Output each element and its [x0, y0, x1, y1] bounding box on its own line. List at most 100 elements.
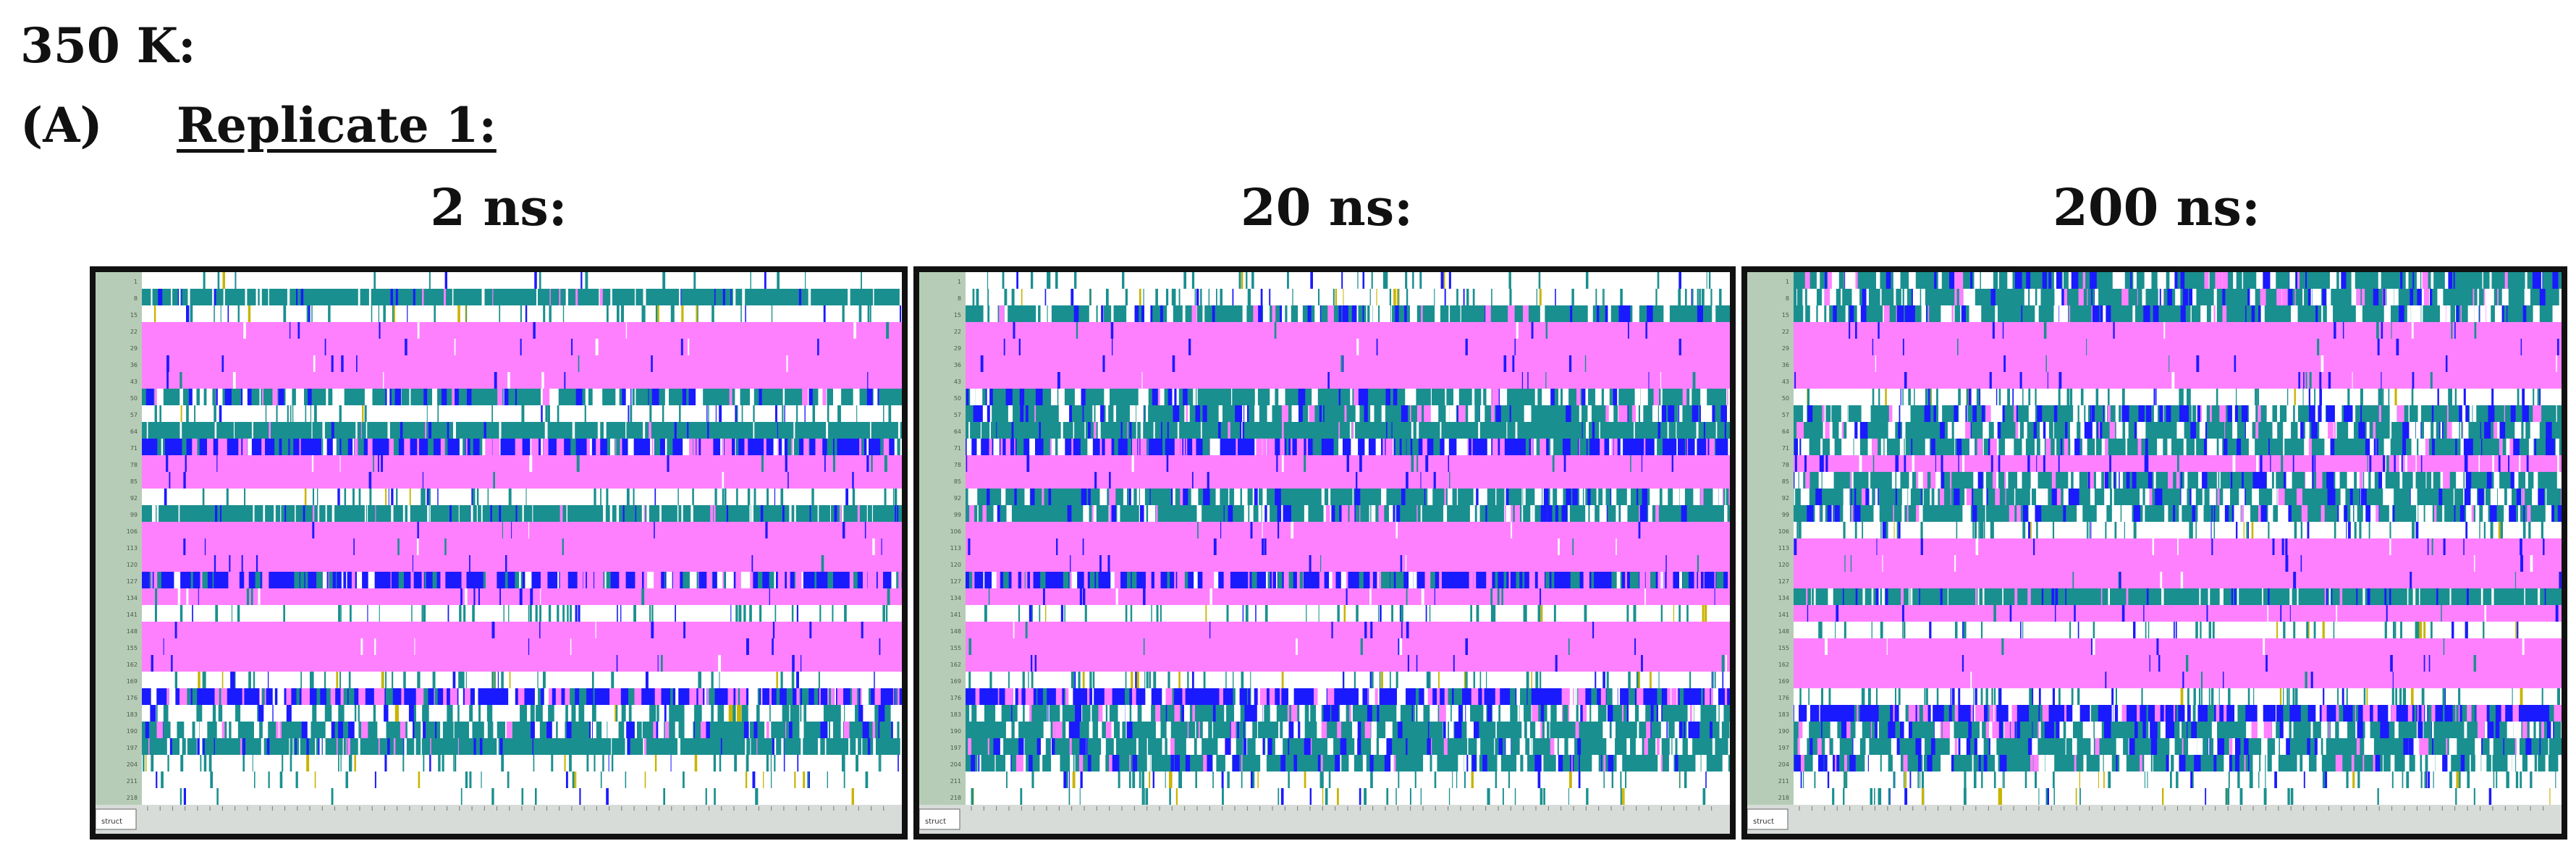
state-mark: [649, 405, 652, 423]
state-mark: [1526, 722, 1530, 739]
state-mark: [1895, 489, 1898, 506]
state-mark: [1417, 705, 1424, 722]
state-mark: [154, 605, 157, 622]
state-mark: [2454, 305, 2457, 323]
residue-tick-label: 92: [1782, 495, 1789, 502]
state-mark: [408, 705, 415, 722]
state-mark: [2184, 472, 2188, 489]
row-fill: [142, 322, 902, 339]
state-mark: [992, 305, 994, 323]
state-mark: [2300, 522, 2303, 539]
state-mark: [444, 439, 448, 456]
state-mark: [1128, 489, 1131, 506]
state-mark: [987, 489, 990, 506]
state-mark: [1516, 322, 1519, 339]
state-mark: [1174, 705, 1181, 722]
state-mark: [1024, 572, 1026, 589]
residue-row: [966, 489, 1730, 506]
state-mark: [815, 439, 821, 456]
state-mark: [2318, 289, 2321, 306]
state-mark: [2319, 422, 2323, 439]
state-mark: [832, 455, 836, 473]
state-mark: [311, 422, 313, 439]
state-mark: [338, 755, 339, 772]
state-mark: [1337, 788, 1339, 806]
row-fill: [966, 522, 1730, 539]
state-mark: [404, 439, 410, 456]
state-mark: [1070, 572, 1078, 589]
state-mark: [777, 272, 780, 289]
state-mark: [805, 272, 806, 289]
state-mark: [861, 688, 869, 706]
state-mark: [801, 738, 803, 756]
state-mark: [309, 672, 313, 689]
state-mark: [338, 389, 345, 406]
state-mark: [174, 622, 177, 639]
residue-row: [1794, 489, 2562, 506]
state-mark: [1139, 505, 1144, 523]
state-mark: [279, 771, 282, 789]
state-mark: [1469, 505, 1475, 523]
state-mark: [283, 605, 285, 622]
state-mark: [1017, 705, 1023, 722]
state-mark: [1136, 422, 1138, 439]
state-mark: [817, 738, 821, 756]
state-mark: [975, 389, 977, 406]
state-mark: [2034, 505, 2042, 523]
state-mark: [688, 389, 696, 406]
state-mark: [465, 771, 468, 789]
state-mark: [315, 738, 316, 756]
state-mark: [1338, 439, 1343, 456]
state-mark: [770, 755, 772, 772]
state-mark: [1713, 489, 1719, 506]
state-mark: [1684, 439, 1686, 456]
state-mark: [1982, 588, 1985, 606]
state-mark: [2231, 588, 2234, 606]
state-mark: [1662, 489, 1668, 506]
state-mark: [452, 289, 454, 306]
state-mark: [2188, 389, 2191, 406]
state-mark: [2451, 322, 2453, 339]
state-mark: [575, 771, 577, 789]
state-mark: [1920, 538, 1923, 556]
state-mark: [2189, 289, 2193, 306]
state-mark: [2532, 489, 2539, 506]
state-mark: [1701, 289, 1705, 306]
state-mark: [777, 572, 785, 589]
state-mark: [2086, 522, 2088, 539]
state-mark: [2173, 505, 2176, 523]
state-mark: [354, 755, 356, 772]
state-mark: [458, 688, 463, 706]
state-mark: [1243, 722, 1245, 739]
state-mark: [1844, 555, 1846, 572]
state-mark: [414, 738, 416, 756]
residue-tick-label: 92: [954, 495, 961, 502]
state-mark: [331, 422, 334, 439]
state-mark: [1089, 722, 1093, 739]
state-mark: [1398, 722, 1403, 739]
state-mark: [774, 405, 777, 423]
state-mark: [1041, 738, 1044, 756]
state-mark: [2305, 472, 2311, 489]
state-mark: [1876, 272, 1880, 289]
state-mark: [1278, 722, 1280, 739]
state-mark: [180, 605, 183, 622]
state-mark: [1540, 505, 1546, 523]
state-mark: [1440, 272, 1444, 289]
state-mark: [1625, 771, 1627, 789]
state-mark: [2545, 505, 2552, 523]
state-mark: [970, 389, 976, 406]
state-mark: [1655, 289, 1657, 306]
state-mark: [774, 738, 777, 756]
state-mark: [314, 771, 316, 789]
state-mark: [151, 289, 153, 306]
state-mark: [1369, 672, 1372, 689]
state-mark: [1807, 505, 1814, 523]
state-mark: [808, 289, 811, 306]
state-mark: [1694, 572, 1697, 589]
state-mark: [2481, 439, 2483, 456]
state-mark: [616, 439, 620, 456]
state-mark: [2442, 505, 2445, 523]
state-mark: [2410, 572, 2412, 589]
state-mark: [681, 305, 684, 323]
